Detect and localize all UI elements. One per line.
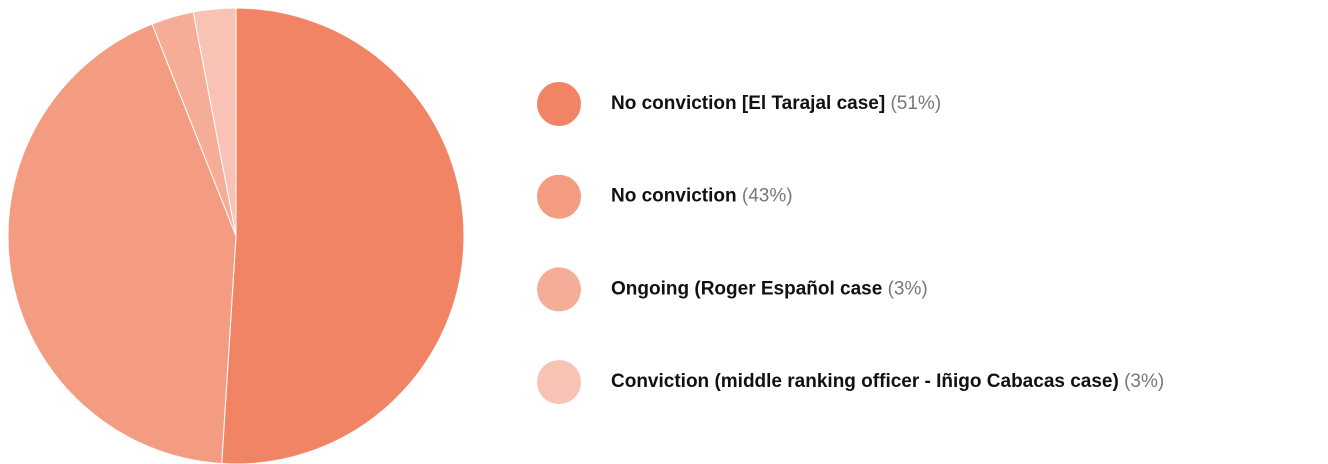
legend-value: (3%) bbox=[1124, 371, 1164, 392]
legend-swatch bbox=[537, 82, 581, 126]
legend-name: No conviction bbox=[611, 186, 737, 207]
legend-swatch bbox=[537, 174, 581, 219]
legend-swatch bbox=[537, 267, 581, 312]
legend-value: (51%) bbox=[890, 93, 941, 114]
legend-name: Conviction (middle ranking officer - Iñi… bbox=[611, 371, 1119, 392]
legend-label: No conviction [El Tarajal case] (51%) bbox=[611, 93, 941, 114]
legend-label: Ongoing (Roger Español case (3%) bbox=[611, 278, 928, 299]
pie-slice bbox=[221, 7, 465, 464]
legend-swatch bbox=[537, 360, 581, 405]
legend-label: No conviction (43%) bbox=[611, 186, 793, 207]
pie-slice bbox=[7, 23, 237, 464]
legend-name: No conviction [El Tarajal case] bbox=[611, 93, 885, 114]
legend-label: Conviction (middle ranking officer - Iñi… bbox=[611, 371, 1164, 392]
pie-slice bbox=[192, 7, 237, 237]
legend-value: (3%) bbox=[888, 278, 928, 299]
legend-name: Ongoing (Roger Español case bbox=[611, 278, 882, 299]
legend-value: (43%) bbox=[742, 186, 793, 207]
